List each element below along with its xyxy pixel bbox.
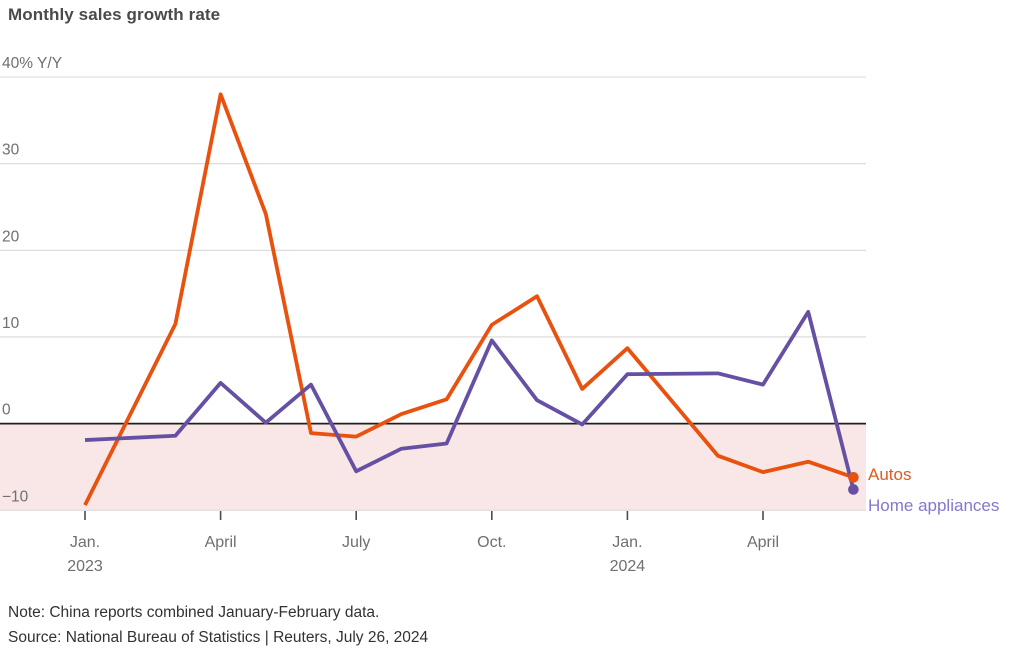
legend-autos-label: Autos bbox=[868, 465, 912, 484]
y-axis-label-10: 10 bbox=[2, 315, 20, 332]
x-axis-sublabel-12: 2024 bbox=[610, 558, 646, 575]
home-appliances-end-dot bbox=[848, 484, 859, 495]
chart-source: Source: National Bureau of Statistics | … bbox=[8, 629, 429, 646]
y-axis-label-20: 20 bbox=[2, 228, 20, 245]
legend-home-appliances-label: Home appliances bbox=[868, 496, 1000, 515]
y-axis-label--10: −10 bbox=[2, 488, 29, 505]
autos-end-dot bbox=[848, 472, 859, 483]
x-axis-label-15: April bbox=[747, 534, 779, 551]
autos-line bbox=[83, 92, 855, 506]
x-axis-label-9: Oct. bbox=[477, 534, 506, 551]
home-appliances-line bbox=[84, 309, 856, 490]
chart-title: Monthly sales growth rate bbox=[8, 5, 221, 24]
x-axis-label-12: Jan. bbox=[612, 534, 642, 551]
y-axis-label-0: 0 bbox=[2, 402, 11, 419]
x-axis-label-3: April bbox=[205, 534, 237, 551]
y-axis-label-40: 40% Y/Y bbox=[2, 55, 62, 72]
x-axis-label-6: July bbox=[342, 534, 370, 551]
x-axis-sublabel-0: 2023 bbox=[67, 558, 103, 575]
x-axis-label-0: Jan. bbox=[70, 534, 100, 551]
y-axis-label-30: 30 bbox=[2, 142, 20, 159]
chart-note: Note: China reports combined January-Feb… bbox=[8, 604, 380, 621]
